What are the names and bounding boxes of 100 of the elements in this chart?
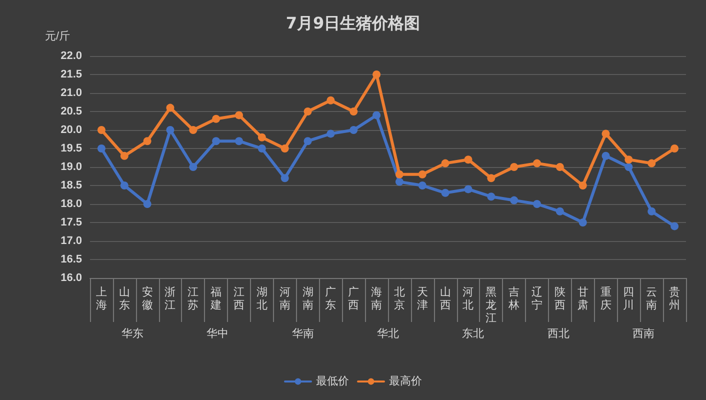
point (510, 196, 518, 204)
point (464, 185, 472, 194)
x-tick-label: 河南 (279, 286, 290, 312)
point (304, 137, 312, 146)
point (350, 126, 358, 134)
x-tick-label: 陕西 (554, 286, 566, 312)
y-tick-label: 20.0 (60, 124, 82, 136)
text: 华中 (206, 327, 229, 340)
y-tick-label: 21.5 (60, 68, 82, 80)
point (395, 178, 404, 186)
x-tick-label: 江西 (234, 286, 244, 312)
x-tick-label: 云南 (646, 286, 658, 312)
x-tick-label: 甘肃 (577, 286, 588, 312)
text: 西南 (632, 327, 654, 340)
text: 华南 (292, 327, 314, 340)
x-tick-label: 四川 (623, 286, 634, 312)
y-tick-label: 17.0 (60, 235, 82, 247)
point (556, 163, 564, 171)
point (143, 137, 152, 146)
point (510, 163, 518, 171)
point (143, 200, 152, 208)
text: 华东 (122, 327, 144, 340)
point (280, 144, 289, 152)
point (648, 207, 656, 216)
point (464, 156, 472, 164)
point (418, 170, 426, 178)
point (235, 137, 243, 146)
point (487, 192, 496, 201)
point (441, 188, 450, 197)
point (441, 159, 450, 168)
x-tick-label: 江苏 (188, 286, 199, 312)
y-tick-label: 18.5 (60, 180, 82, 192)
point (166, 104, 174, 112)
y-tick-label: 16.0 (60, 272, 82, 284)
x-tick-label: 福建 (210, 286, 222, 312)
point (350, 108, 358, 116)
point (602, 130, 610, 138)
x-tick-label: 北京 (394, 286, 405, 312)
point (533, 200, 541, 208)
point (372, 70, 381, 78)
x-tick-label: 辽宁 (532, 286, 542, 312)
x-tick-label: 天津 (416, 286, 428, 312)
point (258, 144, 266, 152)
point (578, 218, 587, 226)
chart-title: 7月9日生猪价格图 (286, 14, 420, 32)
x-tick-label: 广西 (348, 286, 360, 312)
x-tick-label: 贵州 (669, 286, 680, 312)
text: 华北 (377, 327, 399, 340)
point (166, 126, 174, 134)
text: 西北 (547, 327, 570, 340)
point (372, 111, 381, 120)
y-tick-label: 20.5 (60, 106, 82, 118)
y-tick-label: 21.0 (60, 87, 82, 99)
y-axis-title: 元/斤 (44, 30, 70, 42)
x-tick-label: 山西 (440, 286, 451, 312)
text: 东北 (462, 327, 484, 340)
point (258, 133, 266, 142)
point (533, 159, 541, 168)
x-tick-label: 河北 (462, 286, 474, 312)
y-tick-label: 17.5 (60, 216, 82, 228)
x-tick-label: 安徽 (142, 286, 153, 312)
point (624, 163, 633, 171)
x-tick-label: 山东 (118, 286, 130, 312)
legend-label: 最高价 (389, 374, 422, 388)
point (120, 182, 128, 190)
point (97, 144, 106, 152)
point (624, 156, 633, 164)
point (189, 126, 198, 134)
x-tick-label: 黑龙江 (486, 286, 497, 324)
y-tick-label: 18.0 (60, 198, 82, 210)
point (212, 137, 220, 146)
point (648, 159, 656, 168)
point (578, 182, 587, 190)
x-tick-label: 海南 (371, 286, 382, 312)
point (235, 111, 243, 120)
x-tick-label: 上海 (96, 286, 107, 312)
point (189, 163, 198, 171)
x-tick-label: 浙江 (164, 286, 176, 312)
legend-label: 最低价 (316, 376, 349, 388)
point (487, 174, 496, 182)
x-tick-label: 湖北 (256, 286, 268, 312)
x-tick-label: 重庆 (600, 286, 612, 312)
y-tick-label: 22.0 (60, 50, 82, 62)
point (326, 130, 335, 138)
x-tick-label: 吉林 (508, 286, 520, 312)
point (556, 207, 564, 216)
x-tick-label: 广东 (325, 286, 336, 312)
point (304, 108, 312, 116)
point (280, 174, 289, 182)
point (326, 96, 335, 104)
point (602, 152, 610, 160)
point (120, 152, 128, 160)
point (97, 126, 106, 134)
point (670, 144, 679, 152)
y-tick-label: 19.5 (60, 142, 82, 154)
point (395, 170, 404, 178)
y-tick-label: 16.5 (60, 254, 82, 266)
x-tick-label: 湖南 (302, 286, 314, 312)
point (670, 222, 679, 230)
y-tick-label: 19.0 (60, 161, 82, 173)
